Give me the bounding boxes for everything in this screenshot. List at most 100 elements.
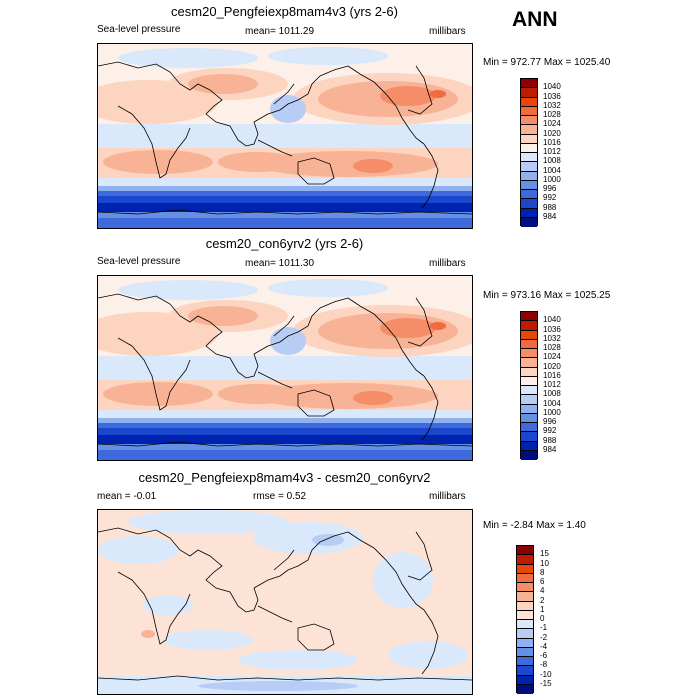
colorbar-swatch [521, 386, 537, 396]
colorbar-swatch [521, 143, 537, 153]
colorbar-swatch [521, 376, 537, 386]
colorbar-level-label: -10 [540, 669, 552, 679]
colorbar-swatch [521, 349, 537, 359]
colorbar-swatch [517, 583, 533, 593]
colorbar-swatch [517, 564, 533, 574]
colorbar-swatch [521, 217, 537, 227]
colorbar-swatch [521, 125, 537, 135]
colorbar-swatch [517, 592, 533, 602]
panel-1-left-label: Sea-level pressure [97, 24, 181, 35]
colorbar-swatch [517, 666, 533, 676]
colorbar-swatch [521, 404, 537, 414]
colorbar-level-label: -8 [540, 660, 548, 670]
colorbar-level-label: 6 [540, 577, 545, 586]
colorbar-swatch [517, 546, 533, 556]
colorbar-level-label: 1000 [543, 174, 561, 184]
colorbar-swatch [517, 629, 533, 639]
colorbar-level-label: 984 [543, 444, 557, 454]
colorbar-swatch [521, 312, 537, 322]
panel-1-colorbar [520, 78, 538, 227]
colorbar-level-label: 996 [543, 417, 557, 426]
colorbar-level-label: 4 [540, 586, 545, 596]
colorbar-level-label: -4 [540, 641, 548, 651]
colorbar-level-label: 1024 [543, 119, 561, 129]
colorbar-level-label: 1 [540, 604, 545, 614]
colorbar-swatch [521, 358, 537, 368]
colorbar-level-label: 1040 [543, 82, 561, 92]
colorbar-swatch [517, 555, 533, 565]
colorbar-level-label: 2 [540, 595, 545, 605]
colorbar-level-label: 15 [540, 549, 549, 559]
panel-2-minmax: Min = 973.16 Max = 1025.25 [483, 290, 611, 301]
season-label: ANN [512, 8, 558, 31]
colorbar-swatch [517, 684, 533, 694]
panel-3-units: millibars [429, 491, 466, 502]
panel-1-minmax: Min = 972.77 Max = 1025.40 [483, 57, 611, 68]
colorbar-level-label: -6 [540, 651, 548, 660]
colorbar-swatch [521, 106, 537, 116]
colorbar-swatch [521, 423, 537, 433]
colorbar-swatch [517, 601, 533, 611]
colorbar-swatch [521, 330, 537, 340]
colorbar-swatch [517, 675, 533, 685]
colorbar-swatch [521, 199, 537, 209]
colorbar-level-label: 1008 [543, 156, 561, 166]
colorbar-swatch [521, 208, 537, 218]
panel-3-mean: mean = -0.01 [97, 491, 157, 502]
colorbar-swatch [521, 116, 537, 126]
panel-3-map [97, 509, 473, 695]
colorbar-level-label: 988 [543, 435, 557, 445]
colorbar-swatch [521, 134, 537, 144]
panel-1-title: cesm20_Pengfeiexp8mam4v3 (yrs 2-6) [171, 4, 398, 19]
colorbar-swatch [521, 180, 537, 190]
panel-3-minmax: Min = -2.84 Max = 1.40 [483, 520, 586, 531]
colorbar-level-label: 1004 [543, 165, 561, 175]
colorbar-swatch [517, 610, 533, 620]
colorbar-swatch [521, 339, 537, 349]
colorbar-level-label: 984 [543, 211, 557, 221]
panel-3-rmse: rmse = 0.52 [253, 491, 307, 502]
colorbar-level-label: 1020 [543, 128, 561, 138]
panel-3-colorbar [516, 545, 534, 694]
panel-2-units: millibars [429, 258, 466, 269]
colorbar-level-label: 1012 [543, 147, 561, 156]
colorbar-level-label: 1024 [543, 352, 561, 362]
colorbar-swatch [521, 171, 537, 181]
panel-2-title: cesm20_con6yrv2 (yrs 2-6) [205, 236, 364, 251]
colorbar-level-label: 1032 [543, 333, 561, 343]
colorbar-level-label: 1000 [543, 407, 561, 417]
colorbar-swatch [517, 638, 533, 648]
colorbar-swatch [517, 647, 533, 657]
colorbar-level-label: 1008 [543, 389, 561, 399]
colorbar-level-label: -1 [540, 623, 548, 633]
colorbar-swatch [521, 97, 537, 107]
colorbar-level-label: 992 [543, 193, 557, 203]
colorbar-level-label: 8 [540, 567, 545, 577]
colorbar-level-label: 10 [540, 558, 549, 568]
colorbar-level-label: 1020 [543, 361, 561, 371]
colorbar-level-label: 996 [543, 184, 557, 193]
colorbar-swatch [517, 573, 533, 583]
colorbar-swatch [521, 162, 537, 172]
colorbar-level-label: -15 [540, 678, 552, 688]
panel-2-colorbar [520, 311, 538, 460]
panel-1-map [97, 43, 473, 229]
panel-1-mean: mean= 1011.29 [245, 26, 315, 37]
colorbar-level-label: 0 [540, 614, 545, 623]
colorbar-level-label: 1012 [543, 380, 561, 389]
colorbar-level-label: 1028 [543, 110, 561, 119]
panel-2-map [97, 275, 473, 461]
colorbar-level-label: 992 [543, 426, 557, 436]
colorbar-swatch [517, 657, 533, 667]
colorbar-swatch [521, 450, 537, 460]
colorbar-swatch [517, 620, 533, 630]
colorbar-swatch [521, 441, 537, 451]
colorbar-level-label: 1004 [543, 398, 561, 408]
colorbar-swatch [521, 413, 537, 423]
panel-2-mean: mean= 1011.30 [245, 258, 315, 269]
colorbar-level-label: 1032 [543, 100, 561, 110]
colorbar-level-label: 1016 [543, 137, 561, 147]
colorbar-swatch [521, 321, 537, 331]
colorbar-swatch [521, 190, 537, 200]
colorbar-swatch [521, 79, 537, 89]
